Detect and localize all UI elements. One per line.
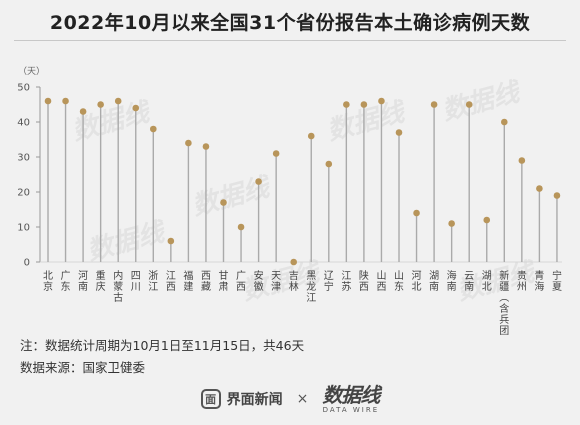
x-tick-label-10: 甘肃 — [219, 269, 229, 293]
data-point-23 — [448, 220, 455, 227]
x-tick-label-4: 内蒙古 — [113, 269, 123, 304]
data-point-4 — [114, 97, 122, 105]
data-point-14 — [290, 258, 298, 266]
data-point-25 — [483, 216, 491, 224]
title-divider — [14, 40, 566, 41]
x-tick-label-16: 辽宁 — [324, 270, 334, 293]
data-point-1 — [62, 97, 69, 105]
data-point-26 — [501, 118, 508, 126]
data-point-6 — [150, 125, 157, 133]
x-tick-label-15: 黑龙江 — [306, 270, 316, 304]
chart-marks — [44, 97, 561, 266]
watermark-0: 数据线 — [69, 97, 155, 147]
x-tick-label-17: 江苏 — [341, 270, 351, 293]
x-tick-label-0: 北京 — [43, 270, 53, 293]
x-tick-label-7: 江西 — [166, 270, 176, 293]
data-point-9 — [202, 143, 210, 150]
data-point-18 — [360, 101, 368, 108]
data-point-13 — [272, 150, 280, 157]
data-point-22 — [430, 101, 438, 108]
y-tick-label-0: 0 — [24, 258, 30, 269]
data-point-28 — [536, 185, 543, 192]
data-point-0 — [44, 97, 52, 105]
y-tick-label-10: 10 — [17, 223, 30, 234]
x-tick-label-29: 宁夏 — [552, 269, 562, 293]
jiemian-brand: 面 界面新闻 — [200, 389, 283, 409]
data-point-11 — [237, 223, 245, 231]
x-tick-label-21: 河北 — [412, 270, 422, 293]
x-tick-label-13: 天津 — [271, 271, 281, 293]
data-point-16 — [325, 160, 333, 168]
x-tick-label-1: 广东 — [61, 270, 71, 293]
y-tick-label-40: 40 — [17, 118, 30, 129]
x-tick-label-19: 山西 — [376, 270, 386, 293]
x-tick-label-18: 陕西 — [359, 269, 369, 293]
data-point-27 — [518, 157, 526, 164]
notes: 注：数据统计周期为10月1日至11月15日，共46天 数据来源：国家卫健委 — [20, 335, 304, 379]
source-text: 数据来源：国家卫健委 — [20, 360, 146, 375]
data-point-20 — [395, 129, 403, 136]
data-point-7 — [167, 237, 175, 245]
data-point-24 — [465, 101, 473, 108]
data-point-29 — [553, 192, 561, 199]
datawire-brand: 数据线 DATA WIRE — [322, 382, 380, 414]
footer: 面 界面新闻 × 数据线 DATA WIRE — [0, 376, 580, 422]
x-tick-label-5: 四川 — [131, 271, 141, 293]
y-axis: （天） 0 10 20 30 40 50 — [17, 66, 562, 269]
x-axis-labels: 北京广东河南重庆内蒙古四川浙江江西福建西藏甘肃广西安徽天津吉林黑龙江辽宁江苏陕西… — [43, 269, 562, 335]
watermark-4: 数据线 — [84, 217, 170, 267]
watermark-1: 数据线 — [189, 172, 275, 222]
data-point-12 — [255, 178, 262, 185]
x-tick-label-6: 浙江 — [148, 270, 158, 293]
x-tick-label-8: 福建 — [183, 269, 193, 293]
data-point-2 — [79, 108, 87, 115]
x-tick-label-25: 湖北 — [482, 270, 492, 293]
y-tick-label-50: 50 — [17, 83, 30, 94]
x-tick-label-27: 贵州 — [517, 269, 527, 293]
x-tick-label-24: 云南 — [464, 271, 474, 293]
datawire-logo: 数据线 — [322, 382, 380, 407]
x-tick-label-22: 湖南 — [429, 270, 439, 293]
y-axis-label: （天） — [18, 66, 45, 77]
x-tick-label-23: 海南 — [447, 269, 457, 293]
watermark-3: 数据线 — [439, 77, 525, 127]
data-point-8 — [185, 139, 192, 147]
x-tick-label-14: 吉林 — [289, 270, 299, 293]
note-text: 注：数据统计周期为10月1日至11月15日，共46天 — [20, 338, 305, 353]
brand-name: 界面新闻 — [226, 392, 283, 408]
x-tick-label-28: 青海 — [534, 269, 544, 293]
x-tick-label-26: 新疆︵含兵团︶ — [499, 269, 509, 335]
data-point-5 — [132, 104, 140, 112]
data-point-3 — [97, 101, 104, 108]
data-point-10 — [220, 199, 227, 206]
datawire-sub: DATA WIRE — [322, 405, 380, 414]
y-tick-label-30: 30 — [17, 153, 30, 164]
jiemian-logo-icon: 面 — [200, 389, 221, 409]
data-point-15 — [307, 132, 315, 140]
x-tick-label-11: 广西 — [236, 270, 246, 293]
data-point-19 — [378, 97, 385, 105]
chart-title: 2022年10月以来全国31个省份报告本土确诊病例天数 — [49, 12, 531, 34]
x-tick-label-2: 河南 — [78, 270, 88, 293]
x-tick-label-9: 西藏 — [201, 271, 211, 293]
x-tick-label-20: 山东 — [394, 270, 404, 293]
times-sign: × — [296, 391, 309, 407]
data-point-17 — [343, 101, 350, 108]
x-tick-label-3: 重庆 — [96, 269, 106, 293]
y-tick-label-20: 20 — [17, 188, 30, 199]
data-point-21 — [413, 209, 420, 217]
x-tick-label-12: 安徽 — [254, 269, 264, 293]
